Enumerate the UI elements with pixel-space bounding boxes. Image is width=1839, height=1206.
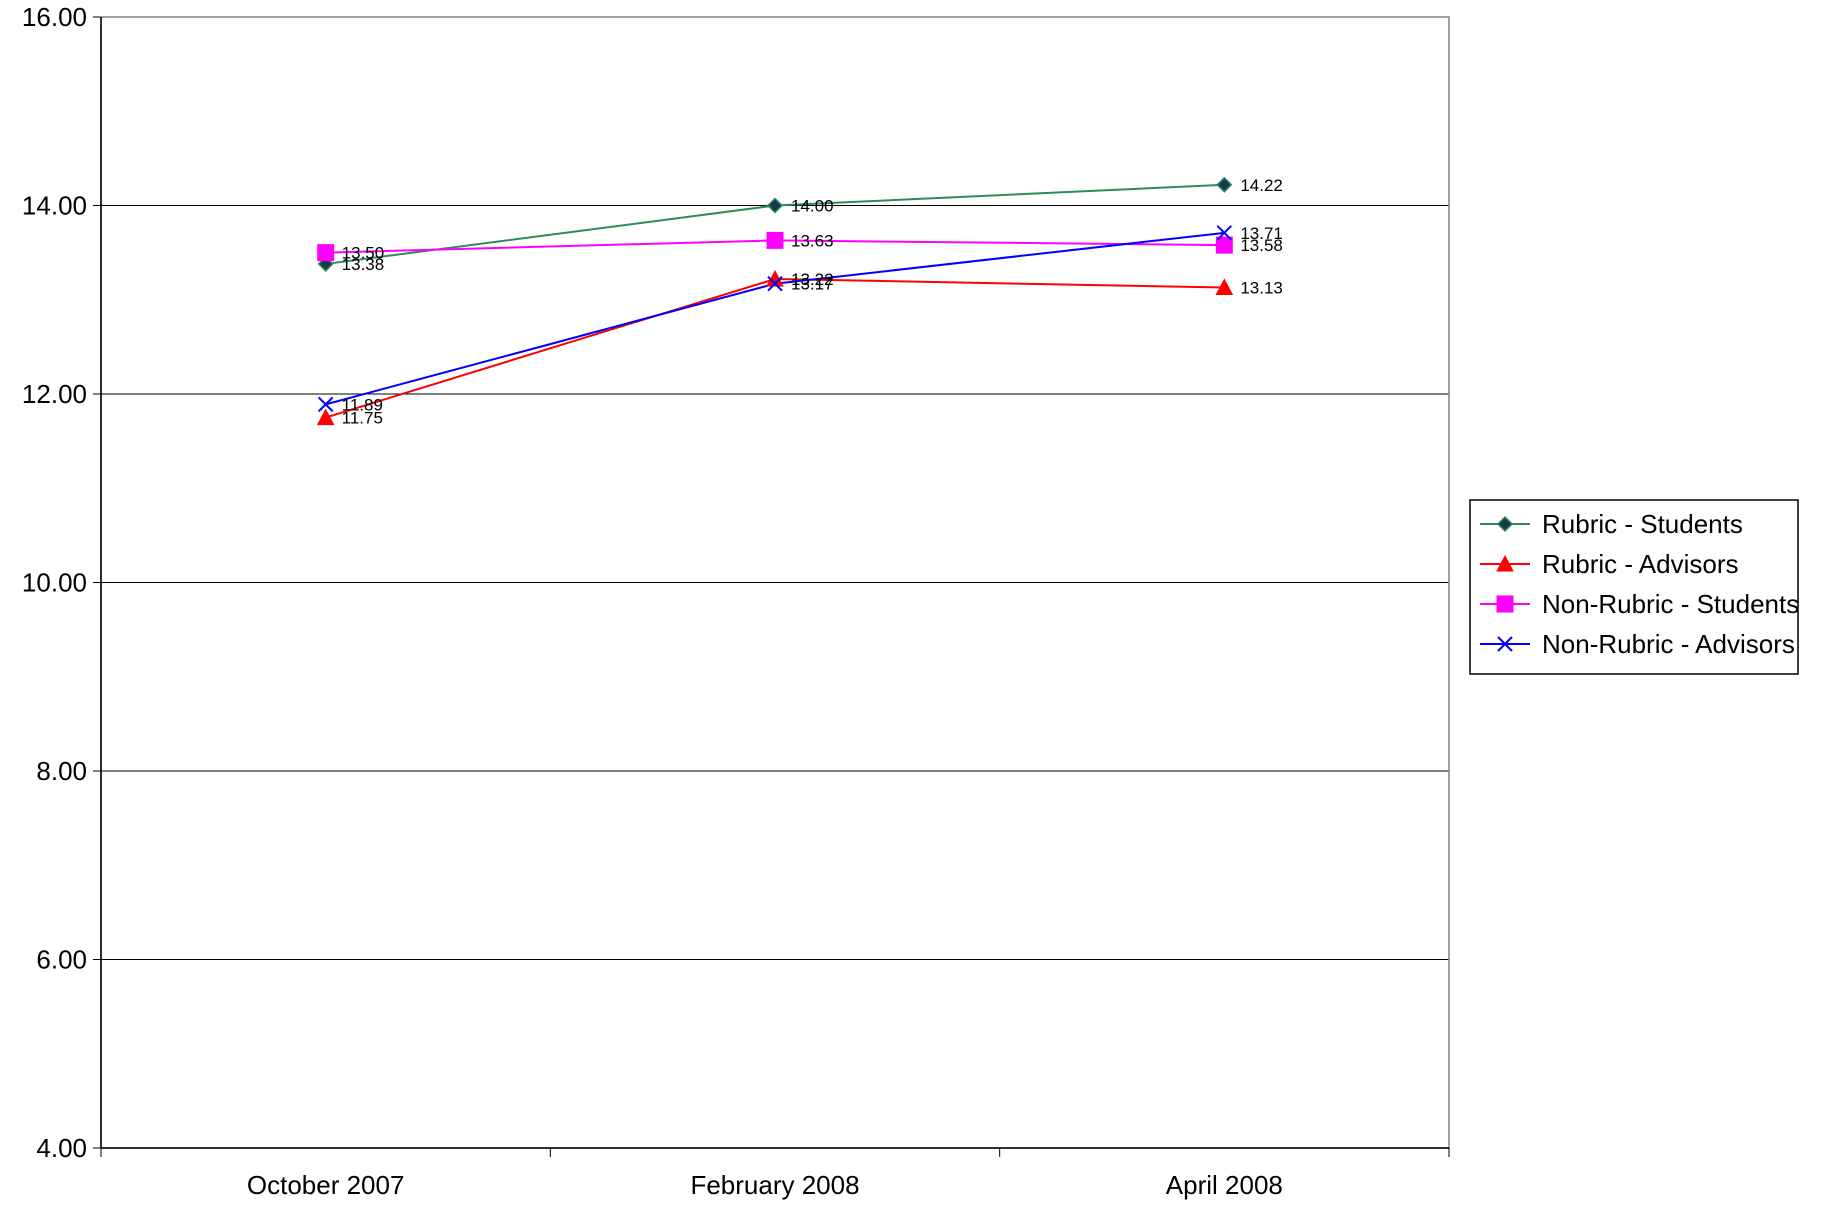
y-tick-label: 6.00 <box>36 945 87 975</box>
data-label: 11.75 <box>342 409 383 428</box>
x-marker-stroke <box>1497 636 1513 652</box>
x-marker-stroke <box>317 396 334 413</box>
series-line <box>325 278 1225 419</box>
legend-item-label: Non-Rubric - Advisors <box>1542 629 1795 659</box>
x-category-label: February 2008 <box>690 1170 859 1200</box>
data-label: 11.89 <box>342 395 383 414</box>
data-point-triangle <box>1215 278 1234 295</box>
data-point-x <box>317 396 334 413</box>
data-label: 13.17 <box>791 275 834 294</box>
data-point-diamond <box>1496 515 1514 533</box>
data-point-square <box>766 231 784 249</box>
data-point-square <box>1496 595 1514 613</box>
data-point-square <box>317 244 335 262</box>
data-point-triangle <box>316 408 335 426</box>
y-tick-label: 10.00 <box>22 568 87 598</box>
data-label: 13.13 <box>1240 278 1283 297</box>
x-marker-stroke <box>1216 225 1233 241</box>
legend-item-label: Rubric - Students <box>1542 509 1743 539</box>
y-tick-label: 12.00 <box>22 379 87 409</box>
y-tick-label: 8.00 <box>36 756 87 786</box>
data-point-diamond <box>1216 176 1233 193</box>
data-label: 13.38 <box>342 255 385 274</box>
data-label: 14.00 <box>791 197 834 216</box>
data-point-triangle <box>1496 554 1514 572</box>
legend: Rubric - Students Rubric - Advisors Non-Ru… <box>1469 499 1799 675</box>
y-tick-label: 16.00 <box>22 2 87 32</box>
data-point-x <box>767 276 783 292</box>
y-tick-label: 14.00 <box>22 191 87 221</box>
x-category-label: April 2008 <box>1166 1170 1283 1200</box>
data-point-square <box>1215 236 1233 254</box>
data-label: 13.50 <box>342 244 385 263</box>
plot-area: 4.00 6.00 8.00 10.00 12.00 14.00 16.00 October … <box>22 2 1450 1200</box>
data-label: 13.63 <box>791 231 834 250</box>
x-category-label: October 2007 <box>247 1170 405 1200</box>
data-label: 13.58 <box>1240 236 1283 255</box>
data-point-diamond <box>766 197 784 214</box>
legend-item-label: Rubric - Advisors <box>1542 549 1739 579</box>
legend-item-label: Non-Rubric - Students <box>1542 589 1799 619</box>
data-label: 13.22 <box>791 270 834 289</box>
series-line <box>325 183 1225 265</box>
data-point-x <box>1216 225 1233 241</box>
data-label: 14.22 <box>1240 176 1283 195</box>
x-marker-stroke <box>767 276 783 292</box>
data-point-x <box>1497 636 1513 652</box>
y-tick-label: 4.00 <box>36 1133 87 1163</box>
series-line <box>325 231 1225 406</box>
data-label: 13.71 <box>1240 224 1283 243</box>
